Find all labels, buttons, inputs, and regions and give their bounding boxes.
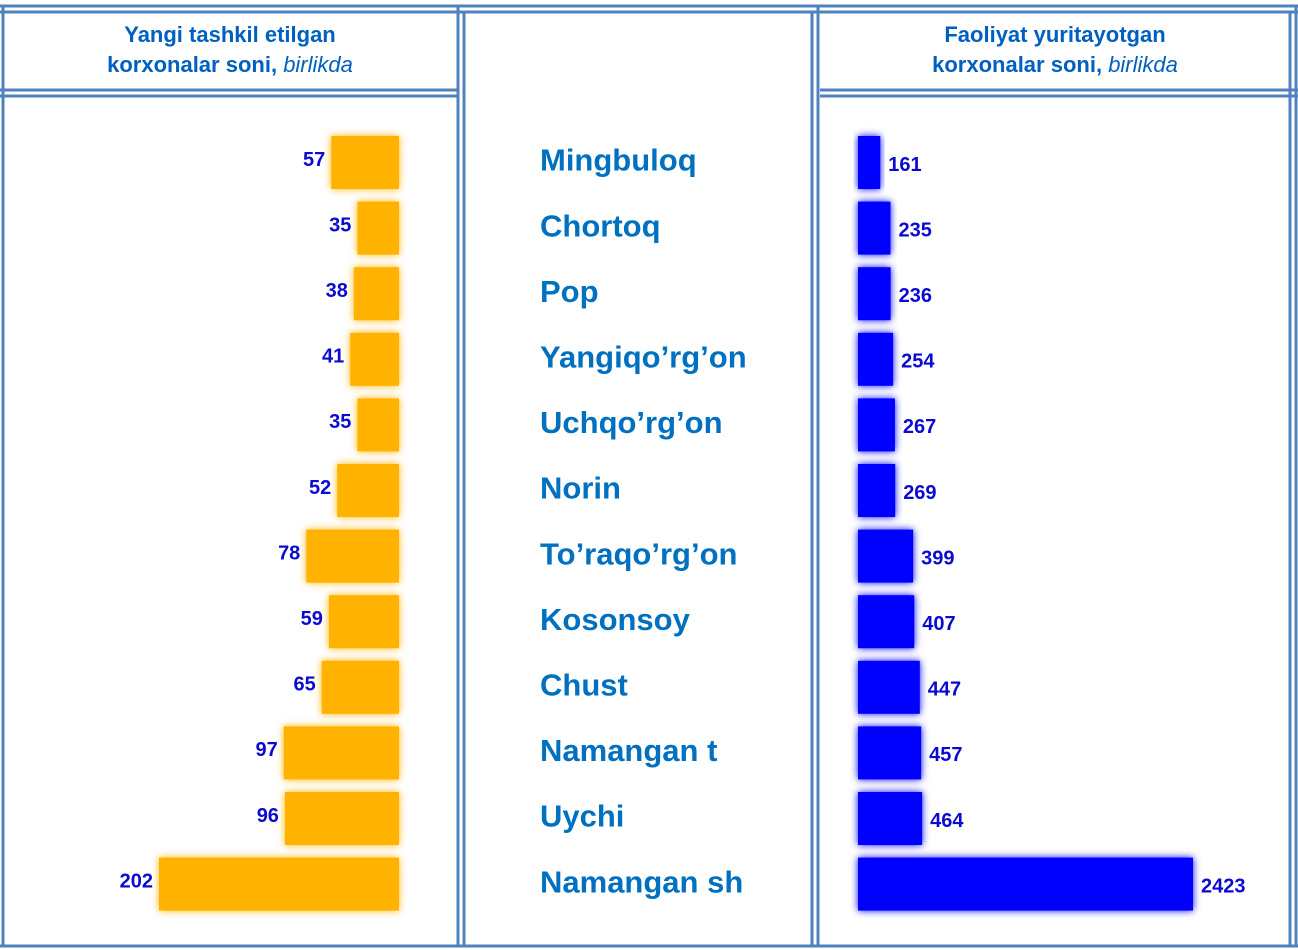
category-label: To’raqo’rg’on: [540, 536, 737, 571]
bar: [858, 792, 923, 845]
value-label: 457: [929, 744, 962, 766]
value-label: 202: [120, 870, 153, 892]
bar: [337, 464, 399, 517]
bar: [328, 595, 399, 649]
bar: [858, 201, 891, 255]
unit: birlikda: [283, 52, 353, 77]
bar: [159, 857, 399, 911]
category-label: Namangan sh: [540, 864, 743, 899]
series-name: Yangi tashkil etilgan korxonalar soni,: [107, 22, 336, 77]
category-label: Namangan t: [540, 733, 717, 768]
value-label: 41: [322, 346, 344, 368]
value-label: 35: [329, 214, 351, 236]
right-header: Faoliyat yuritayotgan korxonalar soni, b…: [890, 20, 1220, 80]
bar: [858, 529, 914, 583]
value-label: 269: [903, 482, 936, 504]
value-label: 96: [257, 805, 279, 827]
frame: [0, 4, 1298, 948]
bar: [858, 464, 896, 517]
bar: [858, 267, 891, 321]
value-label: 254: [901, 351, 935, 373]
value-label: 407: [922, 613, 955, 635]
category-label: Uychi: [540, 799, 624, 834]
series-name: Faoliyat yuritayotgan korxonalar soni,: [932, 22, 1166, 77]
value-label: 235: [898, 219, 931, 241]
value-label: 52: [309, 477, 331, 499]
bar: [353, 267, 399, 321]
category-label: Chortoq: [540, 208, 661, 243]
bar: [357, 398, 399, 452]
value-label: 161: [888, 154, 921, 176]
bar: [858, 660, 920, 714]
value-label: 97: [256, 739, 278, 761]
unit: birlikda: [1108, 52, 1178, 77]
bar: [283, 726, 399, 780]
category-label: Uchqo’rg’on: [540, 405, 723, 440]
value-label: 38: [326, 280, 348, 302]
category-label: Norin: [540, 471, 621, 506]
bar: [858, 332, 894, 386]
left-header: Yangi tashkil etilgan korxonalar soni, b…: [65, 20, 395, 80]
value-label: 59: [301, 608, 323, 630]
category-label: Yangiqo’rg’on: [540, 339, 747, 374]
value-label: 35: [329, 411, 351, 433]
bar: [331, 136, 399, 189]
value-label: 447: [928, 679, 961, 701]
value-label: 57: [303, 149, 325, 171]
category-label: Pop: [540, 274, 599, 309]
bar: [858, 398, 895, 452]
bar: [350, 332, 399, 386]
category-label: Mingbuloq: [540, 143, 697, 178]
bar: [858, 595, 915, 649]
category-label: Chust: [540, 667, 628, 702]
bar: [284, 792, 399, 845]
value-label: 78: [278, 542, 300, 564]
value-label: 65: [294, 674, 316, 696]
bar: [357, 201, 399, 255]
bar: [321, 660, 399, 714]
value-label: 267: [903, 416, 936, 438]
value-label: 2423: [1201, 875, 1246, 897]
value-label: 464: [930, 810, 964, 832]
category-label: Kosonsoy: [540, 602, 691, 637]
bar: [858, 726, 922, 780]
value-label: 399: [921, 547, 954, 569]
value-label: 236: [899, 285, 932, 307]
bar: [858, 136, 881, 189]
bar: [306, 529, 399, 583]
bar: [858, 857, 1193, 911]
